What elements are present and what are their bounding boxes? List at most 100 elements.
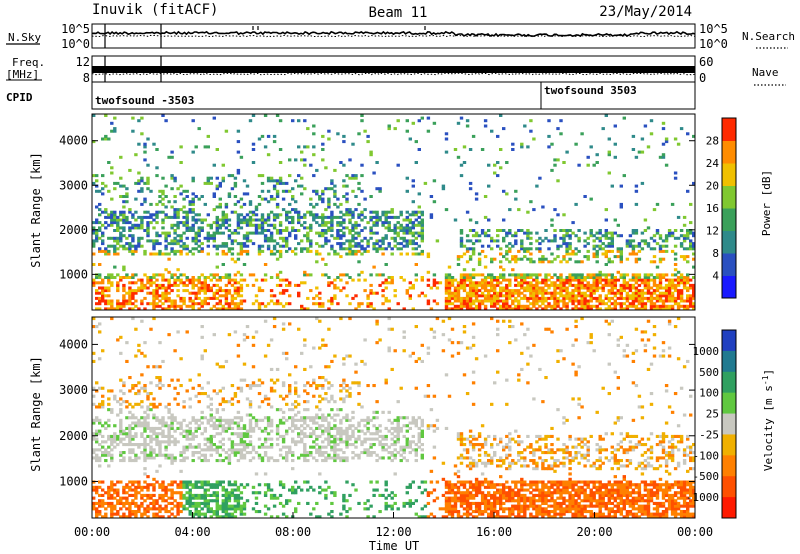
heat-cell <box>164 236 168 240</box>
heat-cell <box>375 429 379 433</box>
heat-cell <box>655 294 660 298</box>
heat-cell <box>366 507 370 511</box>
heat-cell <box>312 124 316 128</box>
freq-label-line1: Freq. <box>12 56 45 69</box>
heat-cell <box>619 276 623 279</box>
heat-cell <box>215 362 219 366</box>
heat-cell <box>227 456 232 460</box>
heat-cell <box>580 278 584 282</box>
heat-cell <box>203 283 207 287</box>
heat-cell <box>490 304 494 308</box>
heat-cell <box>483 276 488 279</box>
heat-cell <box>686 299 690 303</box>
heat-cell <box>104 252 108 256</box>
heat-cell <box>468 307 473 311</box>
heat-cell <box>269 294 274 298</box>
heat-cell <box>248 434 253 438</box>
heat-cell <box>686 236 690 240</box>
heat-cell <box>281 181 286 185</box>
heat-cell <box>161 359 165 363</box>
heat-cell <box>447 273 452 277</box>
heat-cell <box>318 434 322 438</box>
heat-cell <box>291 416 295 420</box>
heat-cell <box>182 445 186 449</box>
heat-cell <box>158 273 162 277</box>
heat-cell <box>230 278 235 282</box>
heat-cell <box>547 134 551 138</box>
heat-cell <box>333 184 337 188</box>
heat-cell <box>164 231 168 235</box>
heat-cell <box>291 424 295 428</box>
colorbar-swatch <box>722 208 736 231</box>
heat-cell <box>209 453 213 457</box>
heat-cell <box>411 226 415 230</box>
heat-cell <box>402 307 406 311</box>
heat-cell <box>278 119 283 123</box>
heat-cell <box>598 302 602 306</box>
heat-cell <box>658 249 663 253</box>
heat-cell <box>125 443 129 447</box>
heat-cell <box>297 221 301 225</box>
heat-cell <box>188 210 192 214</box>
heat-cell <box>562 289 566 293</box>
heat-cell <box>291 402 295 406</box>
heat-cell <box>318 223 322 227</box>
heat-cell <box>312 507 316 511</box>
heat-cell <box>613 276 617 279</box>
heat-cell <box>333 459 337 463</box>
heat-cell <box>610 291 614 295</box>
heat-cell <box>348 229 352 232</box>
heat-cell <box>294 413 298 417</box>
heat-cell <box>92 488 96 492</box>
heat-cell <box>110 504 114 508</box>
heat-cell <box>182 429 186 433</box>
heat-cell <box>333 189 337 193</box>
heat-cell <box>233 483 238 487</box>
heat-cell <box>357 249 361 253</box>
heat-cell <box>161 192 165 196</box>
heat-cell <box>285 418 289 422</box>
heat-cell <box>535 281 539 285</box>
heat-cell <box>230 384 235 388</box>
heat-cell <box>239 247 244 251</box>
heat-cell <box>92 501 96 505</box>
heat-cell <box>381 223 385 227</box>
heat-cell <box>95 512 99 516</box>
heat-cell <box>541 281 545 285</box>
heat-cell <box>384 221 388 225</box>
heat-cell <box>625 283 630 287</box>
heat-cell <box>122 276 126 279</box>
heat-cell <box>215 221 219 225</box>
heat-cell <box>520 142 524 146</box>
heat-cell <box>477 273 482 277</box>
heat-cell <box>598 231 602 235</box>
heat-cell <box>194 394 198 398</box>
heat-cell <box>92 485 96 489</box>
heat-cell <box>116 273 120 277</box>
heat-cell <box>327 200 331 204</box>
heat-cell <box>110 410 114 414</box>
heat-cell <box>116 499 120 503</box>
heat-cell <box>637 150 642 154</box>
heat-cell <box>483 234 488 238</box>
heat-cell <box>496 307 500 311</box>
heat-cell <box>529 281 533 285</box>
heat-cell <box>221 179 225 183</box>
heat-cell <box>92 359 96 363</box>
heat-cell <box>468 299 473 303</box>
heat-cell <box>98 226 102 230</box>
heat-cell <box>164 493 168 497</box>
heat-cell <box>236 410 241 414</box>
heat-cell <box>468 294 473 298</box>
heat-cell <box>315 215 319 219</box>
heat-cell <box>378 510 382 514</box>
heat-cell <box>188 496 192 500</box>
heat-cell <box>315 302 319 306</box>
heat-cell <box>221 294 225 298</box>
heat-cell <box>508 291 512 295</box>
heat-cell <box>179 239 183 243</box>
heat-cell <box>92 402 96 406</box>
heat-cell <box>375 239 379 243</box>
heat-cell <box>206 440 210 444</box>
heat-cell <box>692 242 696 246</box>
